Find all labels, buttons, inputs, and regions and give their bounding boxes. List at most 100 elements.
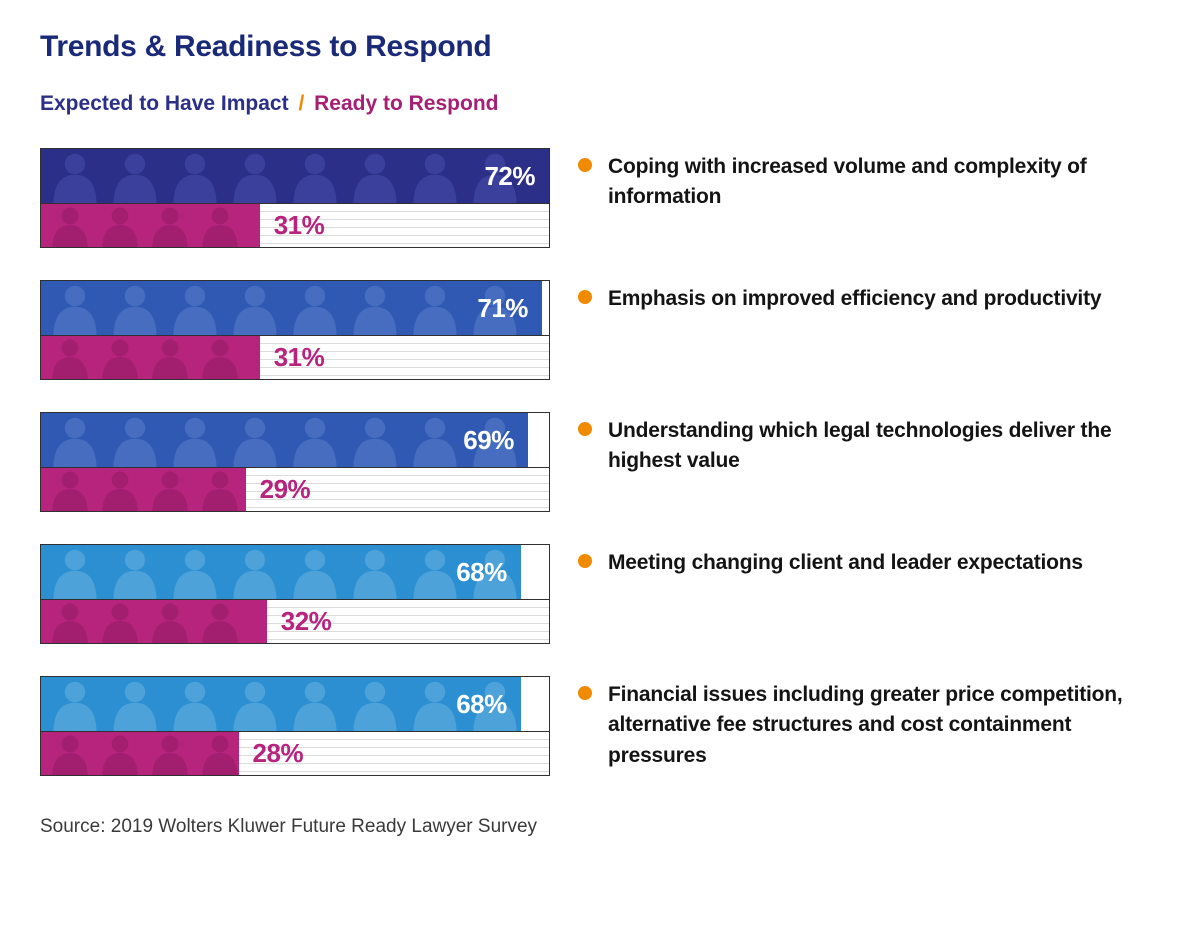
person-icon [345, 413, 405, 467]
bullet-icon [578, 422, 592, 436]
ready-bar-track: 31% [41, 203, 549, 247]
chart-row: 72% 31% Coping with increased volume and … [40, 148, 1160, 248]
ready-bar [41, 732, 239, 775]
person-icon [165, 281, 225, 335]
person-icon [405, 281, 465, 335]
person-icon [45, 600, 95, 643]
person-icon [165, 149, 225, 203]
person-icon [285, 677, 345, 731]
person-icon [345, 545, 405, 599]
person-icon [345, 677, 405, 731]
ready-bar-track: 31% [41, 335, 549, 379]
person-icon [285, 545, 345, 599]
person-icon [345, 281, 405, 335]
person-icon [95, 732, 145, 775]
legend-separator: / [298, 92, 304, 115]
impact-bar-track: 68% [41, 677, 549, 731]
ready-bar [41, 204, 260, 247]
person-icon [105, 677, 165, 731]
row-description: Financial issues including greater price… [608, 680, 1160, 771]
impact-bar: 68% [41, 545, 521, 599]
person-icon [105, 149, 165, 203]
chart-row: 68% 32% Meeting changing client and leade… [40, 544, 1160, 644]
impact-bar: 71% [41, 281, 542, 335]
chart-row: 69% 29% Understanding which legal technol… [40, 412, 1160, 512]
person-icon [95, 468, 145, 511]
impact-value: 69% [463, 425, 514, 456]
person-icon [285, 149, 345, 203]
row-description: Understanding which legal technologies d… [608, 416, 1160, 477]
person-icon [165, 545, 225, 599]
source-text: Source: 2019 Wolters Kluwer Future Ready… [40, 816, 1160, 838]
chart-row: 71% 31% Emphasis on improved efficiency a… [40, 280, 1160, 380]
ready-bar [41, 468, 246, 511]
ready-bar-track: 28% [41, 731, 549, 775]
person-icon [225, 677, 285, 731]
impact-value: 72% [484, 161, 535, 192]
impact-value: 68% [456, 557, 507, 588]
person-icon [95, 336, 145, 379]
impact-bar-track: 68% [41, 545, 549, 599]
person-icon [405, 149, 465, 203]
person-icon [45, 468, 95, 511]
person-icon [145, 336, 195, 379]
ready-bar [41, 336, 260, 379]
person-icon [165, 677, 225, 731]
person-icon [45, 732, 95, 775]
person-icon [95, 600, 145, 643]
legend-impact: Expected to Have Impact [40, 92, 289, 115]
person-icon [95, 204, 145, 247]
person-icon [345, 149, 405, 203]
person-icon [285, 281, 345, 335]
bullet-icon [578, 290, 592, 304]
ready-value: 28% [239, 732, 304, 775]
ready-bar [41, 600, 267, 643]
person-icon [165, 413, 225, 467]
legend-ready: Ready to Respond [314, 92, 498, 115]
person-icon [45, 677, 105, 731]
row-description: Emphasis on improved efficiency and prod… [608, 284, 1101, 314]
ready-value: 32% [267, 600, 332, 643]
person-icon [145, 600, 195, 643]
person-icon [195, 732, 239, 775]
legend: Expected to Have Impact / Ready to Respo… [40, 92, 1160, 116]
person-icon [105, 281, 165, 335]
person-icon [195, 468, 245, 511]
impact-value: 68% [456, 689, 507, 720]
impact-bar: 69% [41, 413, 528, 467]
chart-row: 68% 28% Financial issues including greate… [40, 676, 1160, 776]
impact-bar: 72% [41, 149, 549, 203]
person-icon [45, 281, 105, 335]
impact-bar-track: 72% [41, 149, 549, 203]
chart-rows: 72% 31% Coping with increased volume and … [40, 148, 1160, 776]
row-description: Meeting changing client and leader expec… [608, 548, 1083, 578]
person-icon [105, 545, 165, 599]
person-icon [105, 413, 165, 467]
chart-title: Trends & Readiness to Respond [40, 30, 1160, 64]
ready-value: 31% [260, 204, 325, 247]
bullet-icon [578, 686, 592, 700]
person-icon [225, 413, 285, 467]
person-icon [285, 413, 345, 467]
impact-value: 71% [477, 293, 528, 324]
ready-value: 31% [260, 336, 325, 379]
person-icon [45, 336, 95, 379]
impact-bar-track: 69% [41, 413, 549, 467]
person-icon [195, 600, 245, 643]
bullet-icon [578, 158, 592, 172]
person-icon [45, 413, 105, 467]
bullet-icon [578, 554, 592, 568]
person-icon [45, 149, 105, 203]
person-icon [405, 413, 465, 467]
impact-bar-track: 71% [41, 281, 549, 335]
person-icon [145, 732, 195, 775]
person-icon [145, 204, 195, 247]
person-icon [145, 468, 195, 511]
person-icon [225, 281, 285, 335]
person-icon [195, 204, 245, 247]
person-icon [225, 545, 285, 599]
person-icon [45, 204, 95, 247]
ready-value: 29% [246, 468, 311, 511]
ready-bar-track: 29% [41, 467, 549, 511]
row-description: Coping with increased volume and complex… [608, 152, 1160, 213]
